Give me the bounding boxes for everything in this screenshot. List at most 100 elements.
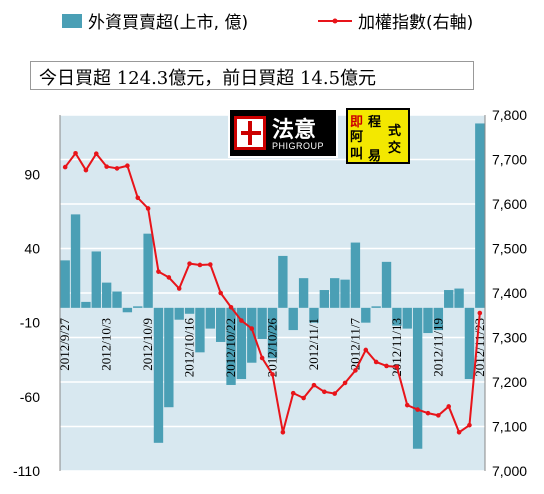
y-right-tick: 7,300 — [492, 330, 527, 346]
x-tick-label: 2012/10/16 — [182, 318, 197, 378]
bar — [153, 307, 164, 443]
index-point — [404, 402, 410, 408]
bar — [392, 307, 402, 326]
bar — [174, 307, 184, 320]
bar — [215, 307, 226, 342]
x-tick-label: 2012/11/19 — [430, 318, 445, 377]
logo2-char: 叫 — [350, 147, 364, 162]
y-right-tick: 7,600 — [492, 196, 527, 212]
bar — [350, 242, 361, 308]
y-axis-left: 90 40 -10 -60 -110 — [13, 166, 40, 479]
index-point — [83, 167, 89, 173]
bar — [257, 307, 267, 339]
bar — [143, 233, 153, 308]
index-point — [249, 326, 255, 331]
legend-bar-swatch — [62, 14, 82, 28]
bar — [319, 290, 330, 308]
bar — [247, 307, 257, 363]
index-point — [270, 372, 275, 377]
x-tick-label: 2012/10/22 — [223, 318, 238, 377]
bar — [112, 291, 122, 308]
index-point — [394, 364, 400, 370]
index-point — [93, 151, 99, 157]
y-left-tick: 90 — [24, 166, 40, 182]
index-point — [363, 347, 369, 353]
index-point — [176, 286, 182, 291]
phigroup-logo-brand: 法意 — [272, 118, 317, 143]
y-left-tick: -60 — [20, 389, 40, 405]
logo2-char: 交 — [388, 141, 402, 156]
y-right-tick: 7,400 — [492, 285, 527, 301]
index-point — [290, 390, 296, 396]
y-left-tick: -10 — [20, 315, 40, 331]
bar — [433, 307, 444, 331]
bar — [133, 306, 143, 308]
index-point — [187, 261, 192, 266]
legend-bar-label: 外資買賣超(上市, 億) — [88, 13, 248, 33]
legend-line-label: 加權指數(右軸) — [358, 13, 473, 33]
legend-line-marker — [332, 18, 338, 24]
index-point — [156, 269, 161, 274]
bar — [91, 251, 101, 308]
program-trading-logo: 即 阿 叫 程 式 交 易 — [346, 108, 410, 164]
x-tick-label: 2012/10/26 — [265, 318, 280, 378]
bar — [340, 279, 350, 308]
y-left-tick: -110 — [13, 463, 40, 479]
index-point — [322, 389, 327, 395]
index-point — [467, 422, 472, 428]
bar — [236, 307, 247, 380]
x-axis-labels: 2012/9/27 2012/10/3 2012/10/9 2012/10/16 201… — [57, 318, 487, 378]
bar — [298, 278, 309, 308]
bar — [361, 307, 371, 323]
logo2-char: 式 — [388, 124, 402, 139]
index-point — [436, 413, 441, 418]
bar — [184, 307, 195, 314]
bar — [444, 290, 454, 308]
index-point — [301, 395, 306, 401]
bar — [381, 261, 392, 308]
note-text: 今日買超 124.3億元，前日買超 14.5億元 — [39, 68, 377, 89]
bar — [454, 288, 464, 308]
phigroup-logo-sub: PHIGROUP — [272, 141, 325, 151]
index-point — [228, 304, 234, 310]
index-point — [166, 275, 172, 280]
index-point — [280, 429, 286, 435]
index-point — [62, 164, 68, 170]
y-axis-right: 7,800 7,700 7,600 7,500 7,400 7,300 7,200 7,100… — [492, 107, 527, 479]
index-point — [73, 150, 78, 156]
bar — [475, 123, 485, 308]
bar — [288, 307, 298, 331]
note-box: 今日買超 124.3億元，前日買超 14.5億元 — [30, 61, 474, 90]
index-point — [342, 380, 348, 386]
bar — [195, 307, 205, 353]
y-left-tick: 40 — [24, 241, 40, 257]
index-point — [384, 363, 389, 369]
bar-series — [60, 123, 485, 449]
index-point — [456, 429, 462, 435]
y-right-tick: 7,500 — [492, 241, 527, 257]
index-point — [332, 391, 337, 396]
y-right-tick: 7,100 — [492, 419, 527, 435]
bar — [423, 307, 433, 334]
index-point — [125, 163, 130, 169]
phigroup-logo-mark — [234, 116, 266, 150]
bar — [371, 306, 381, 308]
index-point — [135, 195, 141, 201]
y-right-tick: 7,800 — [492, 107, 527, 123]
index-point — [239, 318, 244, 323]
x-tick-label: 2012/11/7 — [347, 318, 362, 371]
index-point — [415, 407, 420, 412]
logo2-char: 易 — [368, 149, 382, 164]
bar — [122, 307, 133, 313]
bar — [267, 307, 278, 359]
y-right-tick: 7,700 — [492, 152, 527, 168]
bar — [309, 307, 319, 323]
phigroup-logo: 法意 PHIGROUP — [228, 108, 338, 158]
bar — [278, 255, 288, 308]
x-tick-label: 2012/9/27 — [57, 318, 72, 371]
bar — [330, 278, 340, 308]
index-point — [197, 262, 203, 268]
index-point — [446, 404, 452, 409]
bar — [164, 307, 174, 408]
y-right-tick: 7,000 — [492, 463, 527, 479]
